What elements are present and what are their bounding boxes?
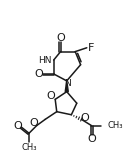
Text: O: O bbox=[80, 113, 89, 123]
Text: F: F bbox=[88, 43, 95, 53]
Text: O: O bbox=[87, 134, 96, 144]
Text: N: N bbox=[64, 79, 71, 89]
Text: O: O bbox=[13, 121, 22, 131]
Text: CH₃: CH₃ bbox=[21, 143, 37, 152]
Text: HN: HN bbox=[39, 56, 52, 65]
Text: O: O bbox=[46, 91, 55, 101]
Text: O: O bbox=[56, 33, 65, 43]
Text: O: O bbox=[35, 69, 43, 79]
Text: CH₃: CH₃ bbox=[108, 121, 123, 130]
Text: O: O bbox=[29, 118, 38, 128]
Polygon shape bbox=[65, 81, 68, 92]
